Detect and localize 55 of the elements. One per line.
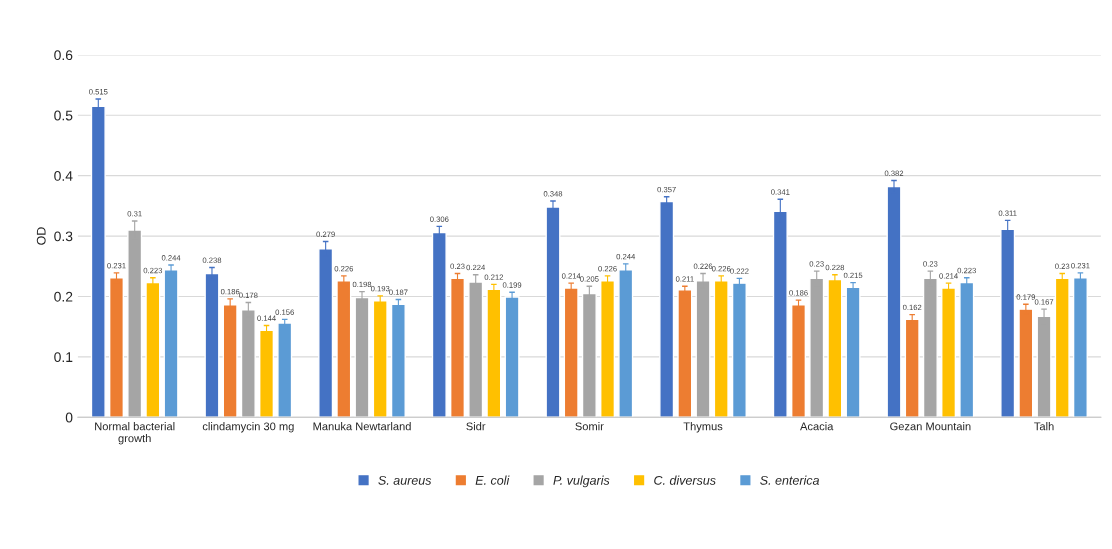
x-tick-label: Manuka Newtarland <box>313 422 411 431</box>
y-axis-title: OD <box>36 227 46 245</box>
x-tick-label: Thymus <box>683 422 723 433</box>
bar <box>449 277 466 418</box>
bar <box>145 281 161 418</box>
bar <box>277 322 293 418</box>
bar <box>731 282 747 418</box>
legend-label: C. diversus <box>654 475 716 485</box>
bar <box>941 287 957 418</box>
bar <box>827 278 843 418</box>
x-tick-label: Gezan Mountain <box>890 422 971 431</box>
bar <box>108 277 125 418</box>
bar <box>1054 277 1070 418</box>
bar <box>545 206 561 418</box>
bar <box>204 272 220 418</box>
legend-label: E. coli <box>475 475 510 485</box>
bar <box>372 299 388 418</box>
bar <box>390 303 406 418</box>
legend-label: S. aureus <box>378 475 432 485</box>
bar <box>431 231 447 418</box>
bar <box>790 304 807 418</box>
bar <box>618 269 634 418</box>
bar <box>677 289 693 418</box>
bar <box>222 304 238 418</box>
bar <box>600 280 616 418</box>
bar <box>1072 277 1088 418</box>
legend-label: S. enterica <box>760 475 820 485</box>
y-tick-label: 0.5 <box>54 110 73 121</box>
x-tick-label: clindamycin 30 mg <box>202 422 294 433</box>
bar <box>713 280 729 418</box>
x-tick-label: Sidr <box>466 422 486 431</box>
x-tick-label: Normal bacterial growth <box>95 422 175 445</box>
y-tick-label: 0.1 <box>54 352 73 363</box>
legend-label: P. vulgaris <box>553 475 610 488</box>
bar <box>504 296 520 418</box>
bar <box>845 286 861 418</box>
bar <box>336 280 352 418</box>
x-tick-label: Acacia <box>800 422 834 431</box>
bar <box>1018 308 1034 418</box>
bar <box>486 288 502 418</box>
y-tick-label: 0.4 <box>54 171 73 181</box>
bar <box>163 269 179 418</box>
y-tick-label: 0.3 <box>54 231 73 242</box>
bar <box>886 185 902 418</box>
y-tick-label: 0.2 <box>54 291 73 302</box>
bar <box>354 296 370 418</box>
bar <box>904 318 920 418</box>
x-tick-label: Somir <box>575 422 604 431</box>
bar <box>259 329 275 418</box>
bar <box>959 281 975 418</box>
y-tick-label: 0.6 <box>54 50 73 61</box>
x-tick-label: Talh <box>1034 422 1054 431</box>
y-tick-label: 0 <box>65 412 73 423</box>
bar <box>659 200 675 418</box>
bar <box>563 287 579 418</box>
